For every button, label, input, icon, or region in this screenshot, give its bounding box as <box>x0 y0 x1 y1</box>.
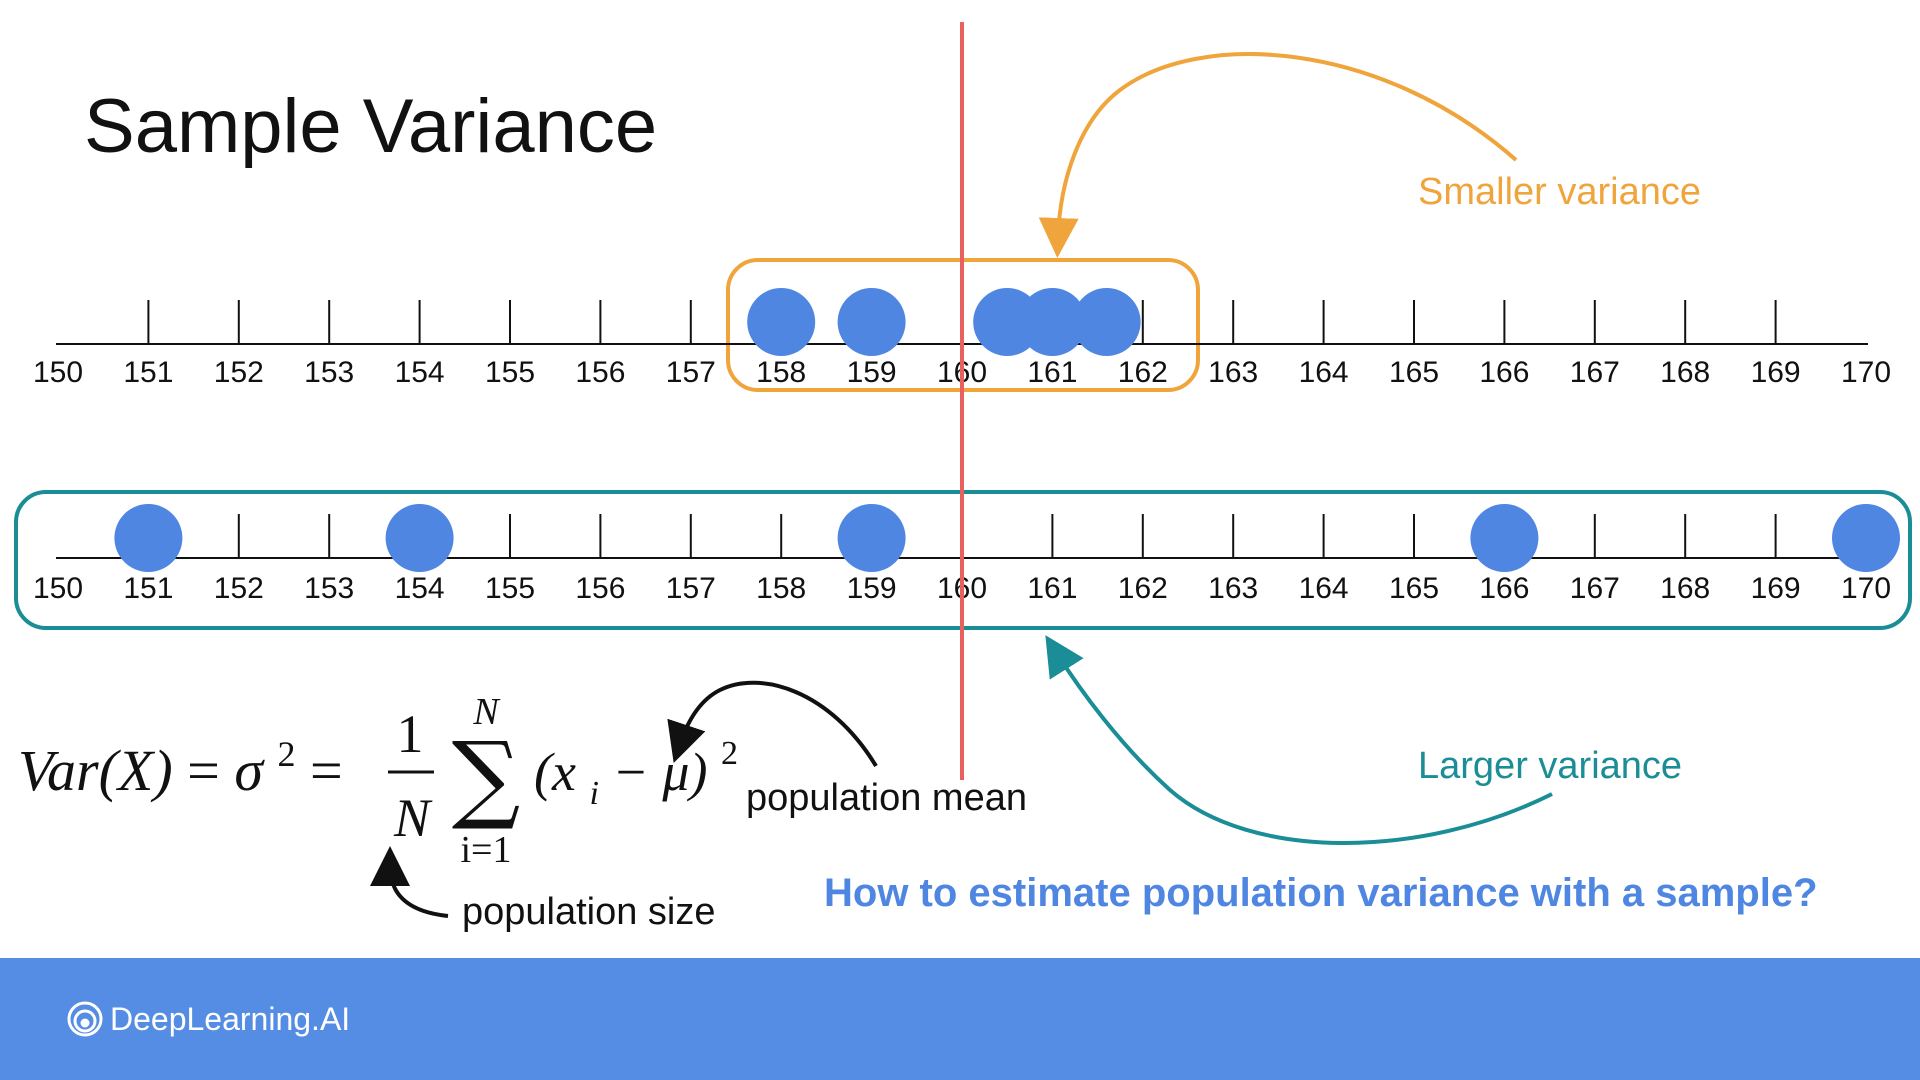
small-variance-data-point <box>747 288 816 356</box>
bottom-tick-label: 167 <box>1570 572 1620 605</box>
top-tick-label: 153 <box>304 356 354 389</box>
top-tick-label: 157 <box>666 356 716 389</box>
bottom-tick-label: 153 <box>304 572 354 605</box>
footer-bar <box>0 958 1920 1080</box>
formula-var: Var(X) <box>18 738 173 803</box>
bottom-tick-label: 169 <box>1751 572 1801 605</box>
top-tick-label: 165 <box>1389 356 1439 389</box>
slide-title: Sample Variance <box>84 84 657 169</box>
bottom-tick-label: 156 <box>575 572 625 605</box>
top-tick-label: 155 <box>485 356 535 389</box>
formula-sigma: σ <box>234 738 265 803</box>
top-tick-label: 162 <box>1118 356 1168 389</box>
bottom-tick-label: 152 <box>214 572 264 605</box>
large-variance-data-point <box>114 504 183 572</box>
large-variance-data-point <box>1832 504 1900 572</box>
number-line-bottom: 150 151 152 153 154 155 156 157 158 159 160 161 162 1… <box>33 514 1891 605</box>
formula-lhs: Var(X) = σ 2 = <box>18 714 343 803</box>
larger-variance-arrow <box>1045 635 1553 845</box>
large-variance-points <box>114 504 1900 572</box>
bottom-tick-label: 154 <box>395 572 445 605</box>
top-tick-label: 167 <box>1570 356 1620 389</box>
formula-frac-num: 1 <box>397 704 424 764</box>
top-tick-label: 158 <box>756 356 806 389</box>
formula-sum-symbol: ∑ <box>452 721 521 833</box>
top-tick-label: 156 <box>575 356 625 389</box>
bottom-tick-label: 166 <box>1479 572 1529 605</box>
bottom-tick-label: 163 <box>1208 572 1258 605</box>
population-size-label: population size <box>462 891 716 933</box>
bottom-tick-label: 155 <box>485 572 535 605</box>
bottom-tick-label: 151 <box>123 572 173 605</box>
bottom-tick-label: 157 <box>666 572 716 605</box>
formula-term-sq: 2 <box>721 735 738 772</box>
formula-term-sub: i <box>589 775 598 812</box>
top-tick-label: 161 <box>1027 356 1077 389</box>
top-tick-label: 151 <box>123 356 173 389</box>
population-mean-label: population mean <box>746 777 1027 819</box>
formula-term-mu: − μ) <box>612 742 707 802</box>
top-tick-label: 152 <box>214 356 264 389</box>
bottom-tick-label: 162 <box>1118 572 1168 605</box>
formula-sum-top: N <box>472 691 501 733</box>
bottom-tick-label: 158 <box>756 572 806 605</box>
bottom-tick-label: 161 <box>1027 572 1077 605</box>
formula-term-open: (x <box>534 742 576 802</box>
bottom-tick-label: 170 <box>1841 572 1891 605</box>
large-variance-data-point <box>837 504 906 572</box>
large-variance-data-point <box>1470 504 1539 572</box>
formula-frac-den: N <box>393 788 433 848</box>
smaller-variance-label: Smaller variance <box>1418 171 1701 213</box>
small-variance-data-point <box>837 288 906 356</box>
large-variance-data-point <box>385 504 454 572</box>
formula-term: (x i − μ) 2 <box>534 735 738 816</box>
top-tick-label: 164 <box>1299 356 1349 389</box>
top-tick-label: 166 <box>1479 356 1529 389</box>
larger-variance-label: Larger variance <box>1418 745 1682 787</box>
population-mean-arrow <box>667 680 878 768</box>
population-size-arrow <box>370 846 449 918</box>
bottom-tick-label: 164 <box>1299 572 1349 605</box>
top-tick-label: 159 <box>847 356 897 389</box>
bottom-tick-label: 168 <box>1660 572 1710 605</box>
bottom-tick-label: 159 <box>847 572 897 605</box>
deeplearning-logo-icon <box>67 1001 103 1037</box>
formula-sigma-sq: 2 <box>277 734 295 774</box>
brand-name: DeepLearning.AI <box>110 1000 351 1037</box>
top-tick-label: 150 <box>33 356 83 389</box>
top-tick-label: 163 <box>1208 356 1258 389</box>
top-tick-label: 154 <box>395 356 445 389</box>
bottom-tick-label: 165 <box>1389 572 1439 605</box>
bottom-tick-label: 150 <box>33 572 83 605</box>
small-variance-points <box>747 288 1141 356</box>
small-variance-data-point <box>1018 288 1087 356</box>
top-tick-label: 168 <box>1660 356 1710 389</box>
smaller-variance-arrow <box>1038 52 1518 258</box>
formula-sum-bottom: i=1 <box>461 829 512 871</box>
number-line-top: 150 151 152 153 154 155 156 157 158 159 160 161 162 1… <box>33 300 1891 389</box>
small-variance-data-point <box>1072 288 1141 356</box>
question-text: How to estimate population variance with… <box>824 871 1818 915</box>
brand-logo: DeepLearning.AI <box>66 1000 350 1038</box>
top-tick-label: 169 <box>1751 356 1801 389</box>
top-tick-label: 170 <box>1841 356 1891 389</box>
